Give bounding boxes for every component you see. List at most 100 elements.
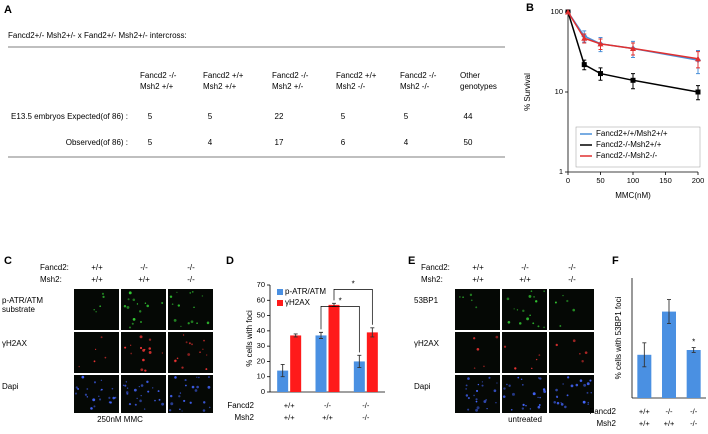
- micrograph: [502, 289, 547, 330]
- cell-signal: [124, 384, 127, 387]
- cell-signal: [579, 379, 583, 382]
- cell: 17: [275, 138, 284, 147]
- cell-signal: [161, 402, 165, 406]
- cell-signal: [78, 365, 80, 368]
- micrograph: [121, 332, 166, 373]
- cell-signal: [567, 376, 570, 379]
- cell-signal: [529, 314, 531, 317]
- cell-signal: [543, 390, 547, 393]
- cell-signal: [174, 359, 177, 362]
- genotype-value: +/+: [284, 401, 295, 410]
- column-header: Msh2 +/-: [272, 82, 304, 91]
- micrograph: [455, 289, 500, 330]
- bar: [662, 311, 676, 398]
- significance-bracket: [320, 306, 360, 353]
- cell-signal: [481, 381, 484, 383]
- cell-signal: [194, 389, 198, 392]
- cell-signal: [496, 382, 498, 384]
- cell-signal: [191, 343, 193, 346]
- cell-signal: [189, 292, 192, 294]
- micrograph: [121, 289, 166, 330]
- cell-signal: [138, 310, 142, 313]
- cell-signal: [139, 346, 143, 350]
- cell-signal: [510, 408, 513, 411]
- cell-signal: [556, 396, 559, 399]
- cell-signal: [459, 296, 461, 298]
- cell-signal: [93, 309, 95, 311]
- x-axis-label: MMC(nM): [615, 191, 651, 200]
- panel-letter: B: [526, 2, 534, 14]
- micrograph: [549, 375, 594, 413]
- row-label: Observed(of 86) :: [66, 138, 128, 147]
- cell-signal: [495, 335, 499, 339]
- genotype-value: +/+: [519, 275, 531, 284]
- y-tick-label: 100: [550, 7, 563, 16]
- cell-signal: [560, 403, 564, 406]
- genotype-label: Msh2:: [40, 275, 62, 284]
- cell-signal: [582, 400, 586, 404]
- cell-signal: [176, 357, 179, 360]
- cell-signal: [584, 351, 588, 355]
- cell-signal: [90, 407, 93, 410]
- legend-label: Fancd2+/+/Msh2+/+: [596, 129, 668, 138]
- cell: 5: [148, 112, 153, 121]
- y-axis-label: % cells with 53BP1 foci: [614, 296, 623, 379]
- micrograph: [502, 332, 547, 373]
- marker: [581, 62, 587, 68]
- genotype-value: -/-: [140, 263, 148, 272]
- cell-signal: [144, 302, 147, 304]
- cell-signal: [102, 295, 105, 298]
- cell-signal: [566, 299, 569, 303]
- cell-signal: [77, 388, 80, 390]
- cell-signal: [130, 352, 133, 355]
- cell-signal: [95, 311, 97, 313]
- bar: [366, 332, 378, 392]
- cell-signal: [144, 369, 147, 372]
- cell-signal: [475, 400, 478, 403]
- cell-signal: [476, 389, 479, 392]
- cell-signal: [139, 321, 142, 324]
- marker: [598, 71, 603, 77]
- cell-signal: [114, 396, 117, 399]
- micrograph: [74, 332, 119, 373]
- cell-signal: [503, 345, 507, 348]
- panel-letter: E: [408, 255, 415, 267]
- cell-signal: [74, 392, 78, 395]
- cell-signal: [203, 401, 206, 404]
- cell-signal: [198, 376, 200, 379]
- cell-signal: [132, 298, 136, 302]
- genotype-value: -/-: [187, 275, 195, 284]
- marker: [695, 55, 701, 62]
- cell-signal: [526, 317, 530, 321]
- cell-signal: [590, 392, 592, 394]
- genotype-value: -/-: [690, 407, 698, 416]
- cell-signal: [572, 339, 576, 343]
- cell-signal: [507, 320, 511, 324]
- genotype-label: Msh2: [234, 413, 254, 422]
- error-bar: [370, 327, 375, 338]
- cell-signal: [516, 309, 519, 311]
- y-axis-label: % cells with foci: [245, 310, 254, 367]
- cell-signal: [187, 353, 191, 356]
- genotype-value: -/-: [690, 419, 698, 428]
- x-tick-label: 100: [627, 176, 640, 185]
- micrograph: [74, 289, 119, 330]
- cell-signal: [522, 384, 524, 386]
- cell-signal: [136, 303, 139, 305]
- significance-mark: *: [339, 296, 342, 305]
- cell-signal: [566, 394, 569, 397]
- cell-signal: [465, 388, 467, 390]
- cell-signal: [537, 325, 540, 328]
- cell-signal: [538, 377, 540, 379]
- cell-signal: [100, 336, 103, 339]
- marker: [630, 77, 636, 83]
- cell-signal: [104, 356, 107, 359]
- cell-signal: [476, 347, 480, 351]
- cell-signal: [539, 377, 542, 380]
- cell-signal: [176, 291, 178, 294]
- column-header: Msh2 -/-: [400, 82, 430, 91]
- cell-signal: [555, 388, 558, 392]
- cell-signal: [140, 395, 142, 397]
- genotype-label: Msh2:: [421, 275, 443, 284]
- cell-signal: [140, 368, 144, 372]
